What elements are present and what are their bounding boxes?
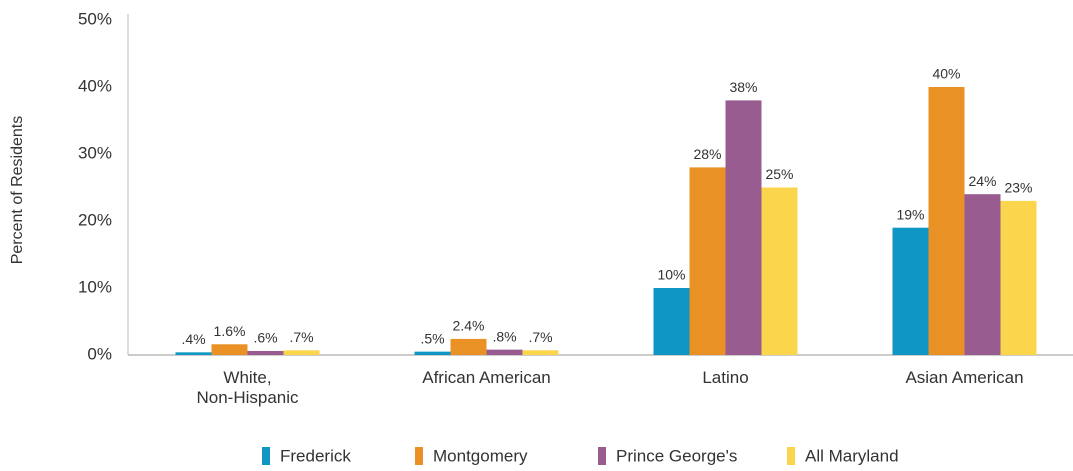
data-label: .6% [253, 330, 277, 346]
bar [761, 187, 798, 355]
x-tick-label: Asian American [905, 368, 1024, 387]
bar [1000, 200, 1037, 355]
data-label: 2.4% [453, 318, 485, 334]
legend-swatch [787, 447, 795, 465]
x-tick-label: African American [422, 368, 551, 387]
legend-label: All Maryland [805, 446, 899, 465]
legend-label: Frederick [280, 446, 351, 465]
bar [486, 349, 523, 355]
data-label: 1.6% [214, 323, 246, 339]
legend-swatch [262, 447, 270, 465]
bar [653, 288, 690, 355]
y-tick-label: 20% [78, 210, 112, 229]
bar [892, 227, 929, 355]
data-label: .5% [420, 330, 444, 346]
x-tick-label: Latino [702, 368, 749, 387]
bar [964, 194, 1001, 355]
bar [211, 344, 248, 355]
data-label: 19% [896, 206, 924, 222]
bar [725, 100, 762, 356]
y-tick-label: 30% [78, 143, 112, 162]
bar [247, 350, 284, 355]
bar [283, 350, 320, 355]
data-label: .7% [528, 329, 552, 345]
bar [689, 167, 726, 355]
bar [414, 351, 451, 355]
legend-label: Montgomery [433, 446, 528, 465]
legend-swatch [415, 447, 423, 465]
data-label: .4% [181, 331, 205, 347]
data-label: 38% [729, 79, 757, 95]
legend-label: Prince George's [616, 446, 737, 465]
data-label: .7% [289, 329, 313, 345]
y-tick-label: 10% [78, 277, 112, 296]
data-label: 24% [968, 173, 996, 189]
y-tick-label: 50% [78, 9, 112, 28]
bar [175, 352, 212, 355]
bar [522, 350, 559, 355]
bar [928, 87, 965, 355]
legend-swatch [598, 447, 606, 465]
data-label: 28% [693, 146, 721, 162]
data-label: 40% [932, 66, 960, 82]
bar [450, 338, 487, 355]
data-label: .8% [492, 328, 516, 344]
data-label: 10% [657, 267, 685, 283]
y-axis-title: Percent of Residents [9, 116, 26, 265]
y-tick-label: 0% [87, 344, 112, 363]
x-tick-label: White, Non-Hispanic [196, 368, 299, 407]
data-label: 23% [1004, 180, 1032, 196]
data-label: 25% [765, 166, 793, 182]
y-tick-label: 40% [78, 76, 112, 95]
